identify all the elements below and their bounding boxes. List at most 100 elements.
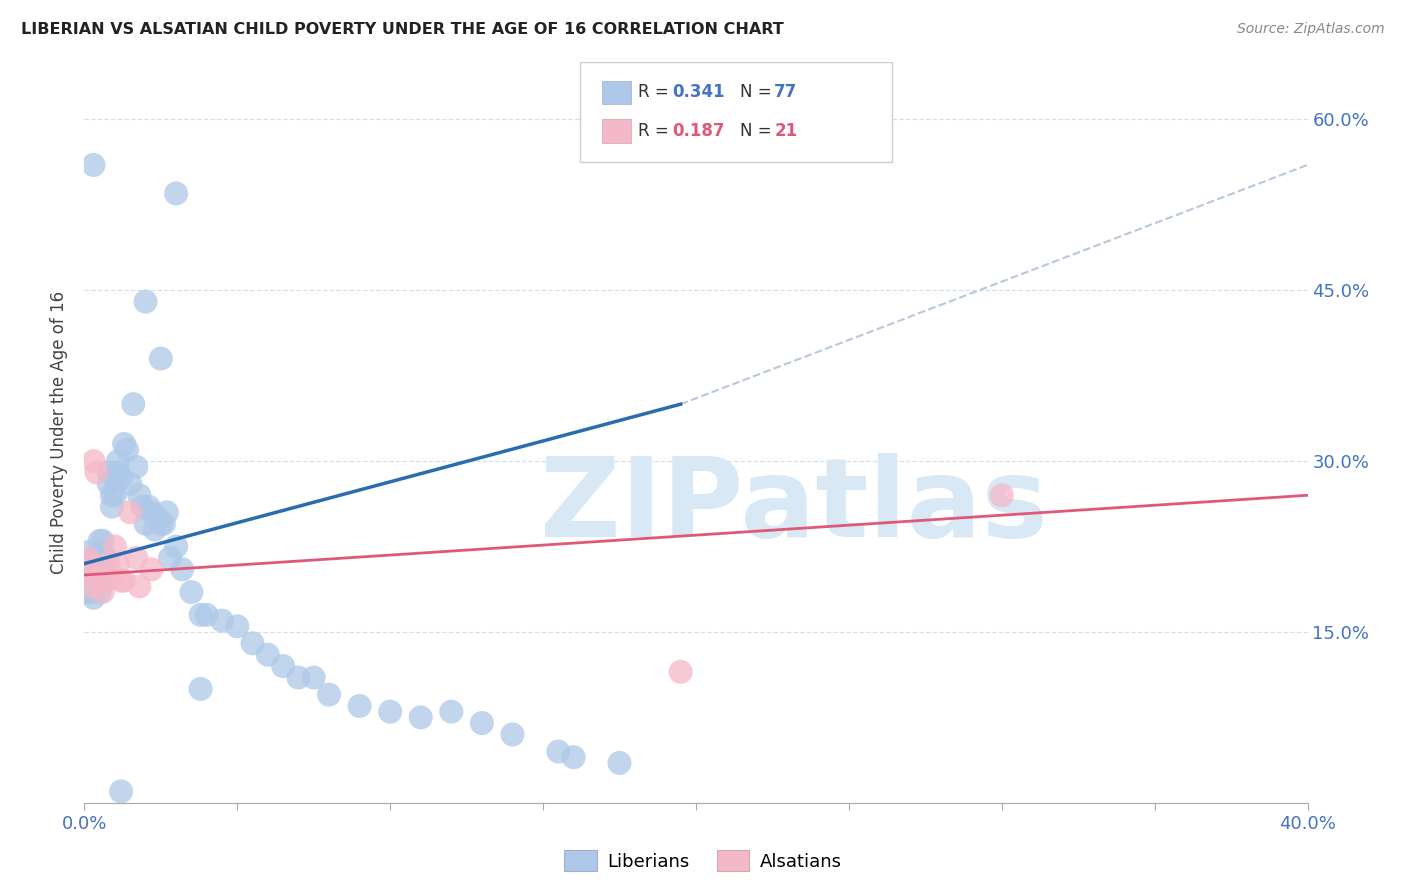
Text: ZIPatlas: ZIPatlas [540, 453, 1047, 560]
Legend: Liberians, Alsatians: Liberians, Alsatians [557, 843, 849, 879]
Point [91, 545, 114, 559]
Point [190, 681, 212, 696]
Point [94, 574, 117, 588]
Point [89, 585, 111, 599]
Point [141, 505, 163, 519]
Point [165, 540, 187, 554]
Point [165, 186, 187, 201]
Point [287, 671, 309, 685]
Point [104, 471, 127, 485]
Point [76, 568, 98, 582]
Point [138, 500, 160, 514]
Point [172, 562, 194, 576]
Point [153, 516, 176, 531]
Point [226, 619, 249, 633]
Point [141, 562, 163, 576]
Point [135, 516, 157, 531]
Point [79, 579, 101, 593]
Point [112, 574, 135, 588]
Point [83, 574, 105, 588]
Point [89, 568, 111, 582]
Point [86, 550, 108, 565]
Point [143, 523, 166, 537]
Point [89, 533, 111, 548]
Point [156, 505, 179, 519]
Text: LIBERIAN VS ALSATIAN CHILD POVERTY UNDER THE AGE OF 16 CORRELATION CHART: LIBERIAN VS ALSATIAN CHILD POVERTY UNDER… [21, 22, 783, 37]
Point [110, 574, 132, 588]
Point [79, 557, 101, 571]
Point [380, 705, 402, 719]
Point [89, 574, 111, 588]
Text: N =: N = [740, 84, 778, 102]
Text: 21: 21 [775, 121, 797, 140]
Point [440, 705, 463, 719]
Point [547, 745, 569, 759]
Point [83, 591, 105, 605]
Text: 0.341: 0.341 [672, 84, 725, 102]
Point [91, 585, 114, 599]
Point [271, 659, 294, 673]
FancyBboxPatch shape [602, 80, 631, 104]
Point [125, 550, 148, 565]
Point [609, 756, 631, 770]
Point [122, 397, 145, 411]
Point [107, 454, 129, 468]
Point [125, 459, 148, 474]
Point [107, 557, 129, 571]
Point [190, 607, 212, 622]
Point [318, 688, 340, 702]
Point [76, 585, 98, 599]
Point [112, 437, 135, 451]
Point [79, 557, 101, 571]
Point [91, 568, 114, 582]
Point [86, 579, 108, 593]
Point [104, 488, 127, 502]
Point [211, 614, 233, 628]
FancyBboxPatch shape [602, 119, 631, 143]
Point [86, 466, 108, 480]
Point [149, 351, 172, 366]
FancyBboxPatch shape [579, 62, 891, 162]
Point [257, 648, 280, 662]
Point [79, 579, 101, 593]
Point [502, 727, 524, 741]
Point [97, 557, 120, 571]
Point [120, 476, 142, 491]
Point [83, 158, 105, 172]
Point [110, 471, 132, 485]
Point [104, 540, 127, 554]
Point [349, 698, 371, 713]
Point [101, 488, 124, 502]
Point [242, 636, 264, 650]
Point [97, 466, 120, 480]
Point [79, 585, 101, 599]
Point [76, 557, 98, 571]
Point [195, 607, 218, 622]
Point [86, 568, 108, 582]
Point [94, 550, 117, 565]
Point [76, 545, 98, 559]
Point [94, 574, 117, 588]
Text: R =: R = [638, 121, 675, 140]
Point [991, 488, 1014, 502]
Text: Source: ZipAtlas.com: Source: ZipAtlas.com [1237, 22, 1385, 37]
Point [562, 750, 585, 764]
Point [120, 505, 142, 519]
Text: N =: N = [740, 121, 778, 140]
Point [83, 562, 105, 576]
Point [76, 574, 98, 588]
Point [89, 557, 111, 571]
Point [159, 550, 181, 565]
Point [128, 579, 150, 593]
Point [97, 476, 120, 491]
Point [101, 500, 124, 514]
Point [302, 671, 325, 685]
Point [76, 568, 98, 582]
Point [146, 511, 169, 525]
Point [135, 294, 157, 309]
Point [79, 568, 101, 582]
Point [180, 585, 202, 599]
Point [128, 488, 150, 502]
Point [76, 550, 98, 565]
Text: R =: R = [638, 84, 675, 102]
